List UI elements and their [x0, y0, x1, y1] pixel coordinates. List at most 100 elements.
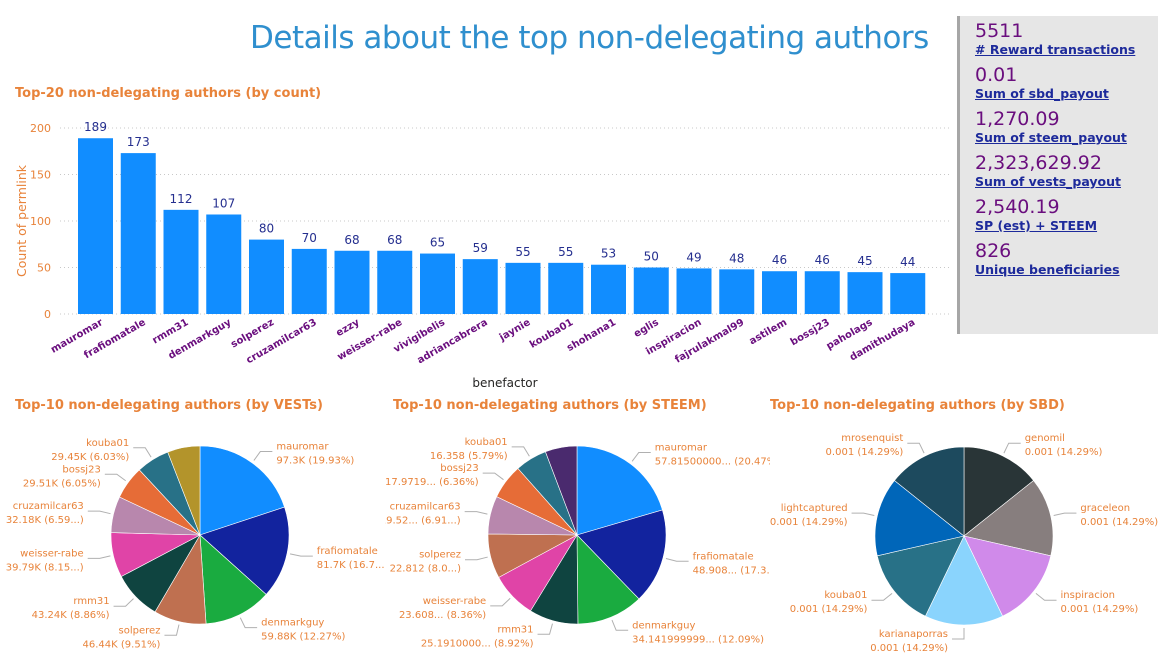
- page-title: Details about the top non-delegating aut…: [250, 20, 929, 56]
- pie-label-name: graceleon: [1080, 503, 1130, 514]
- bar[interactable]: [377, 250, 413, 314]
- pie-slice[interactable]: [924, 535, 1004, 626]
- pie-slices: [487, 445, 667, 625]
- pie-slice[interactable]: [199, 534, 267, 625]
- leader-line: [511, 446, 530, 457]
- pie-label-value: 22.812 (8.0...): [390, 564, 462, 575]
- bar[interactable]: [78, 138, 113, 314]
- bar-data-label: 173: [127, 135, 150, 149]
- kpi-unique-beneficiaries: 826 Unique beneficiaries: [975, 240, 1158, 278]
- bar-data-label: 45: [857, 254, 872, 268]
- kpi-label-link[interactable]: Sum of sbd_payout: [975, 86, 1109, 101]
- pie-label-name: bossj23: [440, 463, 478, 474]
- bar-data-label: 70: [302, 231, 317, 245]
- pie-label-value: 59.88K (12.27%): [261, 632, 345, 643]
- pie-label-name: weisser-rabe: [20, 548, 84, 559]
- bar[interactable]: [334, 250, 370, 314]
- category-label: ezzy: [334, 317, 362, 339]
- pie-labels: mauromar 57.81500000... (20.47%) frafiomat…: [385, 437, 770, 649]
- pie-slice[interactable]: [876, 535, 965, 617]
- bar[interactable]: [890, 273, 926, 314]
- kpi-label-link[interactable]: Sum of vests_payout: [975, 174, 1121, 189]
- steem-pie-chart: mauromar 57.81500000... (20.47%) frafiomat…: [385, 437, 770, 649]
- leader-line: [253, 451, 273, 461]
- bar[interactable]: [762, 271, 797, 314]
- pie-slice[interactable]: [963, 446, 1035, 537]
- pie-label-name: genomil: [1025, 433, 1065, 444]
- x-axis-title: benefactor: [472, 376, 537, 390]
- pie-slice[interactable]: [545, 445, 578, 536]
- pie-slices: [874, 446, 1054, 626]
- bar-data-label: 44: [900, 255, 915, 269]
- pie-label-name: kouba01: [824, 590, 867, 601]
- leader-line: [465, 556, 488, 561]
- pie-label-value: 81.7K (16.7...): [317, 560, 385, 571]
- pie-label-value: 29.51K (6.05%): [23, 478, 101, 489]
- kpi-reward-transactions: 5511 # Reward transactions: [975, 20, 1158, 58]
- pie-label-value: 0.001 (14.29%): [1061, 604, 1139, 615]
- leader-line: [1003, 442, 1021, 454]
- pie-label-value: 0.001 (14.29%): [770, 517, 848, 528]
- kpi-value: 0.01: [975, 64, 1018, 86]
- pie-label-value: 25.1910000... (8.92%): [421, 638, 534, 649]
- kpi-label-link[interactable]: Unique beneficiaries: [975, 262, 1120, 277]
- bar[interactable]: [163, 209, 199, 314]
- bar-data-label: 80: [259, 222, 274, 236]
- bar[interactable]: [676, 268, 712, 314]
- bar[interactable]: [291, 248, 327, 314]
- y-tick-label: 50: [37, 262, 51, 275]
- pie-label-name: mauromar: [276, 442, 329, 453]
- bar[interactable]: [719, 269, 755, 314]
- bar[interactable]: [548, 262, 584, 314]
- pie-slice[interactable]: [963, 535, 1052, 617]
- pie-slice[interactable]: [963, 480, 1054, 557]
- bar-series: [78, 138, 926, 315]
- bar-data-label: 49: [686, 250, 701, 264]
- bar[interactable]: [206, 214, 242, 314]
- kpi-label-link[interactable]: # Reward transactions: [975, 42, 1136, 57]
- pie-slice[interactable]: [199, 445, 285, 536]
- category-label: cruzamilcar63: [245, 317, 319, 366]
- kpi-label-link[interactable]: Sum of steem_payout: [975, 130, 1127, 145]
- leader-line: [611, 619, 629, 631]
- y-tick-label: 150: [30, 169, 51, 182]
- bar[interactable]: [249, 239, 284, 314]
- bar[interactable]: [505, 262, 541, 314]
- pie-label-name: rmm31: [497, 624, 533, 635]
- kpi-value: 826: [975, 240, 1012, 262]
- bar[interactable]: [420, 253, 455, 314]
- pie-slice[interactable]: [576, 509, 667, 600]
- pie-label-value: 0.001 (14.29%): [790, 604, 868, 615]
- category-label: jaynie: [497, 317, 533, 344]
- pie-label-value: 57.81500000... (20.47%): [655, 457, 770, 468]
- bar-data-label: 59: [473, 241, 488, 255]
- kpi-panel: 5511 # Reward transactions 0.01 Sum of s…: [957, 16, 1158, 334]
- pie-slice[interactable]: [576, 445, 663, 536]
- bar-chart-title: Top-20 non-delegating authors (by count): [15, 86, 322, 101]
- bar[interactable]: [120, 153, 156, 314]
- bar[interactable]: [847, 272, 883, 314]
- pie-slice[interactable]: [199, 506, 290, 595]
- pie-label-name: cruzamilcar63: [13, 501, 84, 512]
- pie-labels: mauromar 97.3K (19.93%) frafiomatale 81.7K …: [6, 438, 385, 651]
- kpi-label-link[interactable]: SP (est) + STEEM: [975, 218, 1098, 233]
- leader-line: [907, 442, 925, 454]
- category-label: adriancabrera: [416, 317, 490, 366]
- pie-label-name: rmm31: [73, 596, 109, 607]
- pie-label-value: 16.358 (5.79%): [430, 451, 508, 462]
- bar-data-label: 46: [815, 253, 830, 267]
- bar[interactable]: [591, 264, 626, 314]
- bar[interactable]: [462, 259, 498, 314]
- pie-slice[interactable]: [874, 480, 965, 557]
- pie-label-value: 19.52... (6.91...): [385, 516, 461, 527]
- leader-line: [851, 512, 875, 517]
- bar[interactable]: [633, 267, 669, 315]
- pie-slice[interactable]: [167, 445, 201, 536]
- leader-line: [113, 598, 134, 607]
- pie-slice[interactable]: [576, 534, 640, 625]
- pie-slice[interactable]: [893, 446, 965, 537]
- bar-data-label: 46: [772, 253, 787, 267]
- bar[interactable]: [804, 271, 840, 314]
- pie-label-value: 29.45K (6.03%): [51, 452, 129, 463]
- pie-label-value: 0.001 (14.29%): [826, 447, 904, 458]
